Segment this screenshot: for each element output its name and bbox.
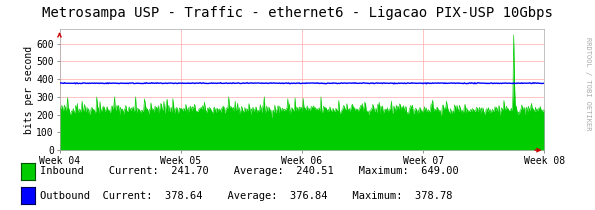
Text: Inbound    Current:  241.70    Average:  240.51    Maximum:  649.00: Inbound Current: 241.70 Average: 240.51 … <box>40 166 459 176</box>
Text: Metrosampa USP - Traffic - ethernet6 - Ligacao PIX-USP 10Gbps: Metrosampa USP - Traffic - ethernet6 - L… <box>42 6 553 20</box>
Text: RRDTOOL / TOBI OETIKER: RRDTOOL / TOBI OETIKER <box>585 37 591 131</box>
Text: Outbound  Current:  378.64    Average:  376.84    Maximum:  378.78: Outbound Current: 378.64 Average: 376.84… <box>40 191 452 201</box>
Y-axis label: bits per second: bits per second <box>24 46 33 134</box>
